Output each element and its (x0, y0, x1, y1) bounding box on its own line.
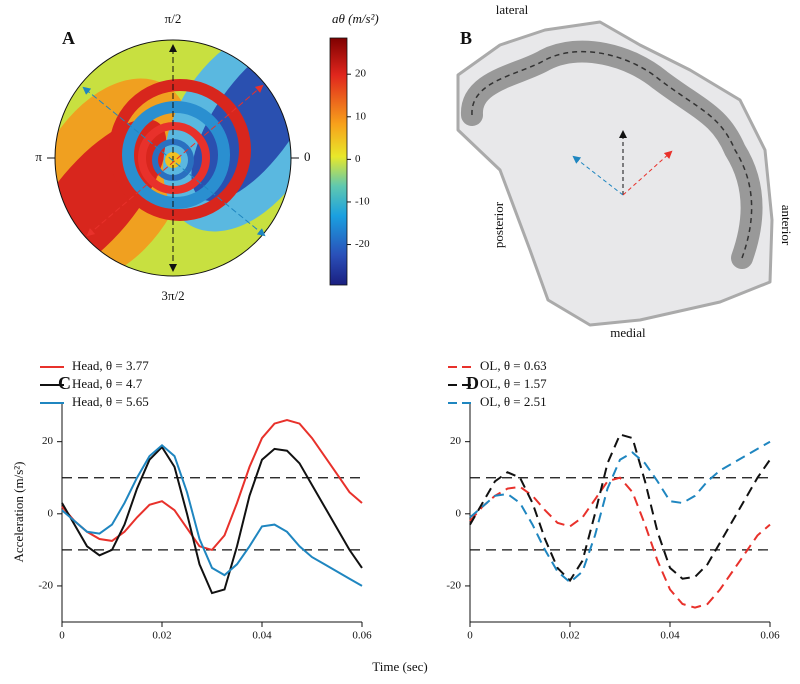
series-line (469, 440, 771, 584)
panel-letter: A (62, 28, 75, 48)
direction-label: anterior (779, 205, 794, 246)
legend-label: OL, θ = 1.57 (480, 376, 547, 391)
x-tick-label: 0.04 (252, 630, 272, 642)
colorbar-tick-label: 20 (355, 68, 367, 80)
axis-arrow (82, 86, 265, 236)
series-line (469, 433, 771, 583)
legend-label: Head, θ = 5.65 (72, 394, 149, 409)
colorbar-tick-label: -10 (355, 195, 370, 207)
y-axis-label: Acceleration (m/s²) (11, 462, 26, 563)
colorbar-tick-label: -20 (355, 238, 370, 250)
colorbar-label: aθ (m/s²) (332, 11, 379, 26)
y-tick-label: 0 (456, 507, 462, 519)
x-tick-label: 0.02 (560, 630, 579, 642)
panel-letter: B (460, 28, 472, 48)
y-tick-label: 0 (48, 507, 54, 519)
angle-label: π (35, 149, 42, 164)
series-line (61, 418, 363, 552)
x-axis-label: Time (sec) (372, 659, 428, 674)
direction-arrow (572, 155, 624, 196)
legend-label: Head, θ = 3.77 (72, 358, 149, 373)
series-line (61, 445, 363, 595)
y-tick-label: 20 (450, 435, 462, 447)
x-tick-label: 0.02 (152, 630, 171, 642)
legend-label: OL, θ = 2.51 (480, 394, 547, 409)
legend-label: Head, θ = 4.7 (72, 376, 143, 391)
angle-label: π/2 (165, 11, 182, 26)
panel-letter: C (58, 373, 71, 393)
y-tick-label: 20 (42, 435, 54, 447)
colorbar-tick-label: 0 (355, 153, 361, 165)
axis-arrow (87, 84, 264, 236)
x-tick-label: 0.06 (352, 630, 372, 642)
x-tick-label: 0 (59, 630, 65, 642)
angle-label: 0 (304, 149, 311, 164)
x-tick-label: 0 (467, 630, 473, 642)
colorbar (329, 37, 348, 286)
y-tick-label: -20 (38, 579, 53, 591)
direction-label: medial (610, 325, 646, 340)
angle-label: 3π/2 (161, 288, 184, 303)
panel-letter: D (466, 373, 479, 393)
x-tick-label: 0.04 (660, 630, 680, 642)
colorbar-tick-label: 10 (355, 110, 367, 122)
direction-label: posterior (491, 201, 506, 248)
series-line (469, 476, 771, 609)
x-tick-label: 0.06 (760, 630, 780, 642)
legend-label: OL, θ = 0.63 (480, 358, 547, 373)
y-tick-label: -20 (446, 579, 461, 591)
series-line (61, 443, 363, 587)
ol-line (471, 50, 753, 259)
direction-arrow (622, 150, 673, 196)
direction-label: lateral (496, 2, 529, 17)
